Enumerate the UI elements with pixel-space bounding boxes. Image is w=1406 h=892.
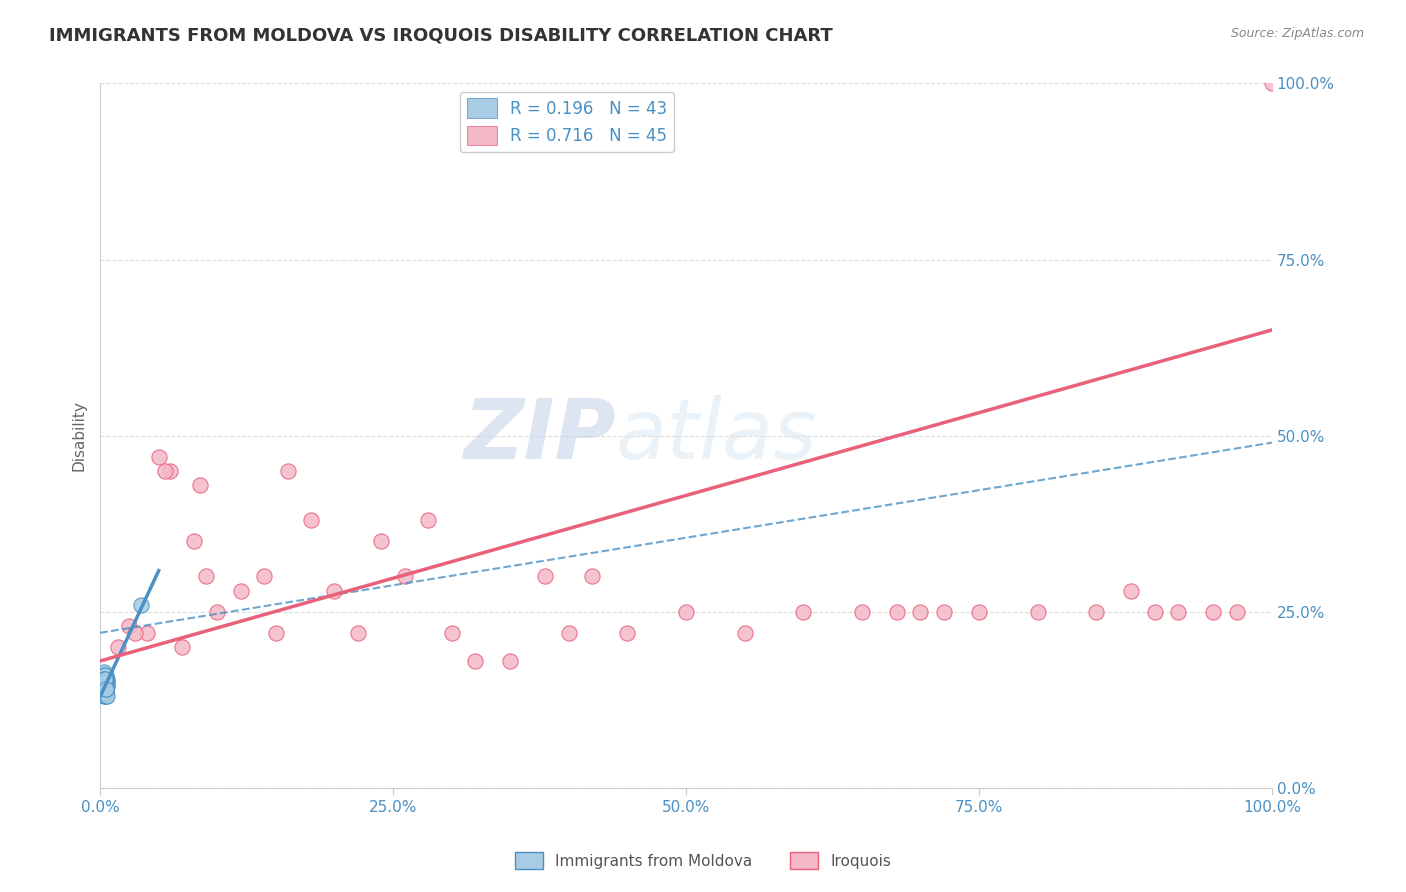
Point — [194, 569, 217, 583]
Point — [94, 686, 117, 700]
Point — [94, 689, 117, 703]
Point — [910, 605, 932, 619]
Text: ZIP: ZIP — [463, 395, 616, 476]
Point — [94, 686, 117, 700]
Point — [107, 640, 129, 654]
Legend: R = 0.196   N = 43, R = 0.716   N = 45: R = 0.196 N = 43, R = 0.716 N = 45 — [460, 92, 673, 152]
Point — [153, 464, 176, 478]
Point — [96, 675, 118, 690]
Point — [558, 625, 581, 640]
Point — [94, 675, 117, 690]
Point — [370, 534, 392, 549]
Point — [159, 464, 181, 478]
Point — [118, 619, 141, 633]
Point — [94, 682, 117, 697]
Point — [792, 605, 814, 619]
Point — [581, 569, 603, 583]
Point — [91, 682, 114, 697]
Point — [136, 625, 159, 640]
Point — [499, 654, 522, 668]
Point — [148, 450, 170, 464]
Point — [93, 668, 115, 682]
Point — [277, 464, 299, 478]
Point — [93, 672, 115, 686]
Point — [534, 569, 557, 583]
Point — [124, 625, 146, 640]
Point — [94, 689, 117, 703]
Point — [94, 679, 117, 693]
Point — [96, 675, 118, 690]
Point — [94, 668, 117, 682]
Point — [851, 605, 873, 619]
Point — [440, 625, 463, 640]
Legend: Immigrants from Moldova, Iroquois: Immigrants from Moldova, Iroquois — [509, 846, 897, 875]
Point — [886, 605, 908, 619]
Point — [94, 682, 117, 697]
Point — [932, 605, 955, 619]
Point — [94, 675, 117, 690]
Point — [1202, 605, 1225, 619]
Point — [299, 513, 322, 527]
Point — [172, 640, 194, 654]
Point — [96, 689, 118, 703]
Point — [1143, 605, 1166, 619]
Point — [675, 605, 697, 619]
Point — [94, 682, 117, 697]
Point — [94, 682, 117, 697]
Point — [464, 654, 486, 668]
Point — [94, 686, 117, 700]
Point — [93, 672, 115, 686]
Point — [94, 668, 117, 682]
Point — [94, 672, 117, 686]
Point — [93, 679, 115, 693]
Point — [418, 513, 440, 527]
Point — [94, 672, 117, 686]
Point — [1026, 605, 1049, 619]
Point — [96, 679, 118, 693]
Point — [1167, 605, 1189, 619]
Point — [93, 682, 115, 697]
Point — [394, 569, 416, 583]
Text: IMMIGRANTS FROM MOLDOVA VS IROQUOIS DISABILITY CORRELATION CHART: IMMIGRANTS FROM MOLDOVA VS IROQUOIS DISA… — [49, 27, 832, 45]
Point — [347, 625, 370, 640]
Point — [229, 583, 252, 598]
Point — [1226, 605, 1249, 619]
Point — [96, 672, 118, 686]
Point — [323, 583, 346, 598]
Point — [94, 682, 117, 697]
Point — [96, 679, 118, 693]
Point — [1261, 77, 1284, 91]
Point — [93, 665, 115, 679]
Point — [94, 679, 117, 693]
Point — [94, 675, 117, 690]
Point — [94, 675, 117, 690]
Point — [94, 675, 117, 690]
Point — [734, 625, 756, 640]
Point — [253, 569, 276, 583]
Point — [94, 682, 117, 697]
Point — [264, 625, 287, 640]
Text: Source: ZipAtlas.com: Source: ZipAtlas.com — [1230, 27, 1364, 40]
Point — [94, 682, 117, 697]
Point — [94, 682, 117, 697]
Point — [1085, 605, 1108, 619]
Point — [183, 534, 205, 549]
Point — [94, 686, 117, 700]
Point — [616, 625, 638, 640]
Y-axis label: Disability: Disability — [72, 401, 86, 471]
Point — [94, 679, 117, 693]
Point — [188, 478, 211, 492]
Point — [129, 598, 152, 612]
Point — [967, 605, 990, 619]
Point — [94, 675, 117, 690]
Point — [207, 605, 229, 619]
Point — [1121, 583, 1143, 598]
Point — [93, 689, 115, 703]
Text: atlas: atlas — [616, 395, 817, 476]
Point — [93, 686, 115, 700]
